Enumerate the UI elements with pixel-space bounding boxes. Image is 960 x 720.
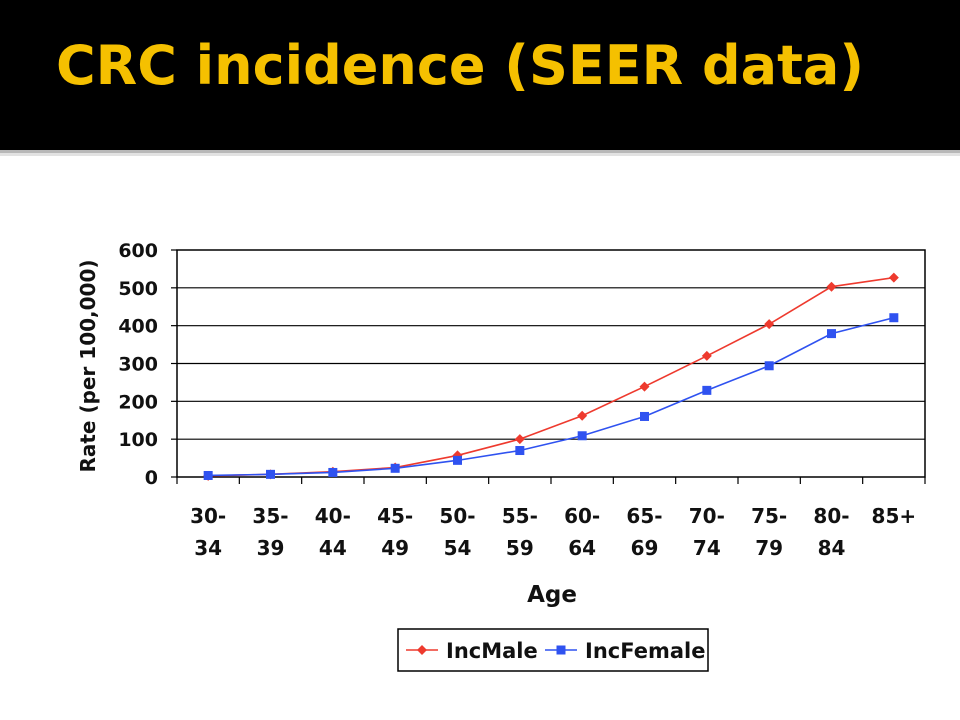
data-point <box>577 431 587 441</box>
x-tick-label: 70- <box>689 504 725 528</box>
data-point <box>390 463 400 473</box>
data-point <box>515 446 525 456</box>
data-point <box>514 434 525 445</box>
x-tick-label: 69 <box>631 536 659 560</box>
header-divider-shadow <box>0 153 960 156</box>
data-point <box>827 329 836 339</box>
x-tick-label: 55- <box>502 504 538 528</box>
data-point <box>888 272 899 283</box>
x-tick-label: 40- <box>315 504 351 528</box>
x-tick-label: 80- <box>813 504 849 528</box>
y-axis-ticks: 0 100 200 300 400 500 600 <box>118 240 177 489</box>
x-tick-label: 44 <box>319 536 347 560</box>
series-IncFemale <box>203 313 899 480</box>
data-point <box>203 470 213 480</box>
data-point <box>826 281 837 292</box>
y-tick-label: 600 <box>118 240 158 262</box>
series-line <box>208 276 894 477</box>
x-tick-label: 59 <box>506 536 534 560</box>
x-tick-label: 79 <box>755 536 783 560</box>
x-tick-label: 75- <box>751 504 787 528</box>
x-tick-label: 39 <box>257 536 285 560</box>
data-point <box>889 313 899 323</box>
chart-grid <box>177 287 925 440</box>
data-point <box>577 410 588 421</box>
x-tick-label: 74 <box>693 536 721 560</box>
x-tick-label: 50- <box>439 504 475 528</box>
x-tick-label: 34 <box>194 536 222 560</box>
header-divider <box>0 150 960 153</box>
data-point <box>328 467 338 477</box>
data-point <box>266 469 275 479</box>
x-tick-label: 54 <box>444 536 472 560</box>
x-tick-label: 65- <box>626 504 662 528</box>
x-tick-label: 35- <box>252 504 288 528</box>
legend-swatch-marker <box>417 645 427 655</box>
data-point <box>640 411 649 421</box>
data-point <box>453 455 462 465</box>
y-tick-label: 500 <box>118 278 158 300</box>
y-axis-label: Rate (per 100,000) <box>76 259 100 472</box>
slide-title: CRC incidence (SEER data) <box>56 34 865 97</box>
series-group <box>203 272 899 481</box>
x-tick-label: 64 <box>568 536 596 560</box>
x-tick-label: 45- <box>377 504 413 528</box>
y-tick-label: 400 <box>118 316 158 338</box>
slide-header: CRC incidence (SEER data) <box>0 0 960 150</box>
legend-label: IncFemale <box>585 639 705 663</box>
y-tick-label: 200 <box>118 391 158 413</box>
x-axis-ticks: 30- 34 35- 39 40- 44 45- 49 50- 54 55- 59 60- 64 65- 69… <box>176 477 926 560</box>
data-point <box>764 361 774 371</box>
y-tick-label: 0 <box>145 467 158 489</box>
data-point <box>702 385 712 395</box>
x-tick-label: 85+ <box>872 504 917 528</box>
y-tick-label: 100 <box>118 429 158 451</box>
data-point <box>639 381 650 392</box>
x-tick-label: 30- <box>190 504 226 528</box>
legend-label: IncMale <box>446 639 538 663</box>
y-tick-label: 300 <box>118 354 158 376</box>
chart-legend: IncMale IncFemale <box>397 628 709 672</box>
series-IncMale <box>203 272 899 481</box>
data-point <box>701 350 712 361</box>
series-line <box>208 316 895 477</box>
x-axis-label: Age <box>527 582 577 608</box>
x-tick-label: 60- <box>564 504 600 528</box>
x-tick-label: 49 <box>381 536 409 560</box>
legend-swatch-marker <box>556 645 566 655</box>
data-point <box>764 319 775 330</box>
x-tick-label: 84 <box>818 536 846 560</box>
